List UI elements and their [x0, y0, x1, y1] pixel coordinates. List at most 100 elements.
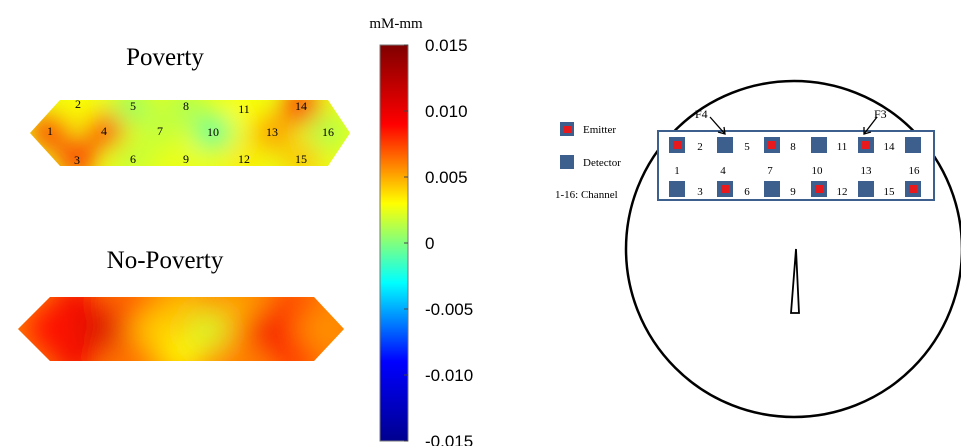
poverty-channel-label: 10 — [207, 125, 219, 139]
montage-channel-label: 3 — [697, 186, 703, 198]
poverty-channel-label: 9 — [183, 152, 189, 166]
topomap-channel-blob — [167, 142, 205, 166]
detector-optode — [717, 137, 733, 153]
no-poverty-map-field — [27, 297, 344, 361]
emitter-optode-core — [909, 185, 917, 193]
montage-channel-labels: 2 5 8 11 141 4 7 10 13 163 6 9 12 15 — [674, 141, 920, 198]
montage-channel-label: 10 — [812, 165, 824, 177]
colorbar-tick-label: -0.005 — [425, 300, 473, 319]
colorbar — [379, 44, 409, 442]
montage-channel-label: 7 — [767, 165, 773, 177]
poverty-channel-label: 1 — [47, 124, 53, 138]
emitter-optode-core — [768, 141, 776, 149]
colorbar-unit-label: mM-mm — [369, 16, 423, 32]
topomap-channel-blob — [27, 309, 71, 349]
topomap-channel-blob — [141, 114, 179, 148]
poverty-channel-label: 6 — [130, 152, 136, 166]
montage-channel-label: 12 — [837, 186, 848, 198]
montage-channel-label: 9 — [790, 186, 796, 198]
montage-channel-label: 14 — [884, 141, 896, 153]
f4-marker: F4 — [695, 107, 726, 135]
montage-channel-label: 5 — [744, 141, 750, 153]
topomap-channel-blob — [79, 309, 124, 349]
topomap-channel-blob — [299, 310, 344, 350]
detector-legend-label: Detector — [583, 157, 621, 169]
montage-channel-label: 2 — [697, 141, 703, 153]
topomap-channel-blob — [58, 143, 96, 166]
topomap-channel-blob — [225, 142, 263, 166]
colorbar-tick-label: -0.010 — [425, 366, 473, 385]
topomap-channel-blob — [160, 337, 205, 361]
montage-channel-label: 6 — [744, 186, 750, 198]
emitter-optode-core — [673, 141, 681, 149]
topomap-channel-blob — [160, 297, 205, 324]
detector-legend-icon — [560, 155, 574, 169]
topomap-channel-blob — [253, 115, 291, 149]
f4-label: F4 — [695, 107, 708, 121]
detector-optode — [858, 181, 874, 197]
montage-channel-label: 1 — [674, 165, 680, 177]
poverty-channel-label: 3 — [74, 153, 80, 167]
poverty-map-title: Poverty — [126, 44, 204, 71]
emitter-optode-core — [815, 185, 823, 193]
topomap-channel-blob — [85, 114, 123, 148]
colorbar-tick-label: 0.005 — [425, 168, 468, 187]
topomap-channel-blob — [114, 100, 152, 123]
no-poverty-map-title: No-Poverty — [107, 247, 224, 274]
poverty-channel-label: 15 — [295, 152, 307, 166]
topomap-channel-blob — [244, 310, 289, 350]
montage-channel-label: 13 — [861, 165, 873, 177]
topomap-channel-blob — [282, 100, 320, 123]
detector-optode — [764, 181, 780, 197]
topomap-channel-blob — [186, 310, 231, 350]
f4-arrowhead — [717, 126, 726, 135]
nose-marker — [790, 248, 800, 314]
montage-channel-label: 4 — [720, 165, 726, 177]
topomap-channel-blob — [31, 114, 69, 148]
poverty-map-field — [31, 100, 347, 166]
f3-arrowhead — [863, 127, 872, 135]
emitter-legend-label: Emitter — [583, 124, 616, 136]
emitter-legend-icon-core — [564, 126, 571, 133]
poverty-channel-label: 2 — [75, 97, 81, 111]
f3-arrow — [863, 116, 878, 135]
colorbar-tick-label: 0 — [425, 234, 434, 253]
detector-optode — [669, 181, 685, 197]
f4-arrow — [709, 116, 726, 135]
f3-marker: F3 — [863, 107, 887, 135]
topomap-channel-blob — [167, 100, 205, 123]
montage-channel-label: 16 — [909, 165, 921, 177]
channel-legend-label: 1-16: Channel — [555, 189, 618, 201]
poverty-channel-label: 13 — [266, 125, 278, 139]
topomap-channel-blob — [309, 115, 347, 149]
topomap-channel-blob — [114, 142, 152, 166]
emitter-optode-core — [721, 185, 729, 193]
colorbar-tick-label: 0.010 — [425, 102, 468, 121]
detector-optode — [811, 137, 827, 153]
colorbar-tick-label: -0.015 — [425, 432, 473, 446]
poverty-channel-label: 8 — [183, 99, 189, 113]
optode-array — [669, 137, 921, 197]
topomap-channel-blob — [225, 100, 263, 126]
poverty-channel-label: 5 — [130, 99, 136, 113]
colorbar-tick-label: 0.015 — [425, 36, 468, 55]
head-outline — [624, 79, 961, 419]
detector-optode — [905, 137, 921, 153]
poverty-channel-label: 7 — [157, 124, 163, 138]
topomap-channel-blob — [59, 100, 97, 121]
topomap-channel-blob — [272, 337, 317, 361]
topomap-channel-blob — [108, 297, 153, 324]
montage-channel-label: 8 — [790, 141, 796, 153]
topomap-channel-blob — [272, 297, 317, 324]
colorbar-ticks: 0.015 0.010 0.005 0 -0.005 -0.010 -0.015 — [404, 36, 473, 446]
topomap-channel-blob — [217, 337, 262, 361]
emitter-optode-core — [862, 141, 870, 149]
poverty-topomap — [30, 100, 350, 166]
topomap-channel-blob — [53, 338, 98, 361]
topomap-channel-blob — [54, 297, 99, 322]
poverty-channel-label: 11 — [238, 102, 250, 116]
montage-channel-label: 11 — [837, 141, 848, 153]
